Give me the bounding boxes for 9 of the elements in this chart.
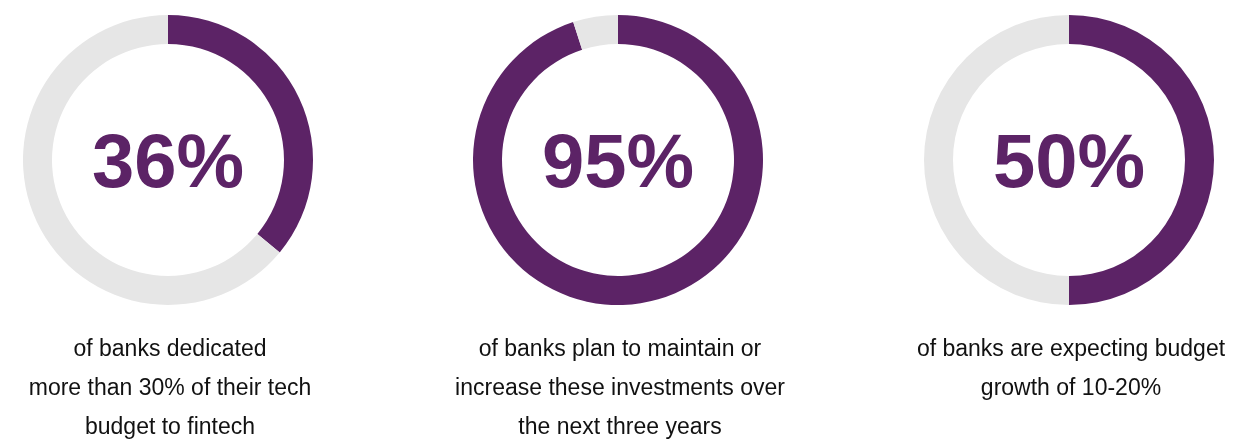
text: 50% [992,118,1146,203]
text: 36% [91,118,245,203]
text: of banks plan to maintain or increase these investments over the next three years [455,335,786,439]
donut-slice [23,15,280,305]
donut-slice [473,15,763,305]
text: of banks dedicated more than 30% of their tech budget to fintech [28,335,312,439]
text: 95% [541,118,695,203]
donut-slice [573,15,618,50]
text: of banks are expecting budget growth of 10-20% [916,335,1226,400]
